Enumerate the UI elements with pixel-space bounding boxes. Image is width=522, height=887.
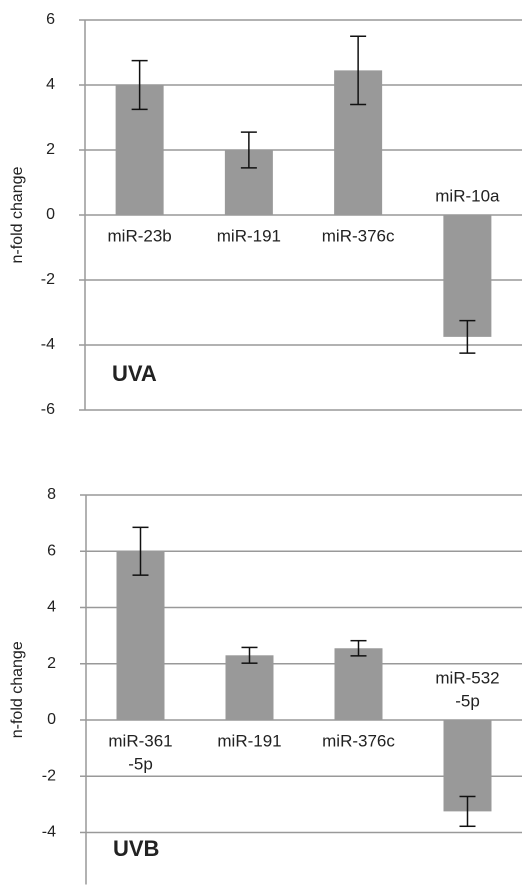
- category-label: miR-23b: [108, 226, 172, 245]
- y-axis-label: n-fold change: [9, 641, 26, 738]
- category-label: miR-191: [217, 731, 281, 750]
- category-label: -5p: [455, 691, 480, 710]
- bar: [334, 648, 383, 720]
- y-tick-label: -2: [42, 767, 56, 784]
- y-tick-label: -4: [42, 824, 56, 841]
- y-tick-label: 6: [46, 11, 55, 28]
- bar: [116, 551, 165, 720]
- category-label: miR-532: [435, 668, 499, 687]
- bar: [443, 215, 492, 337]
- y-tick-label: 6: [47, 542, 56, 559]
- y-tick-label: -4: [41, 336, 55, 353]
- y-tick-label: 8: [47, 486, 56, 503]
- category-label: -5p: [128, 754, 153, 773]
- y-tick-label: 0: [46, 206, 55, 223]
- y-tick-label: -6: [41, 401, 55, 418]
- category-label: miR-376c: [322, 226, 395, 245]
- y-tick-label: 4: [46, 76, 55, 93]
- category-label: miR-10a: [435, 186, 500, 205]
- category-label: miR-191: [217, 226, 281, 245]
- y-tick-label: 4: [47, 599, 56, 616]
- y-axis-label: n-fold change: [9, 166, 26, 263]
- category-label: miR-361: [108, 731, 172, 750]
- annotation: UVA: [112, 361, 157, 386]
- y-tick-label: 2: [47, 655, 56, 672]
- y-tick-label: 2: [46, 141, 55, 158]
- bar: [225, 655, 274, 720]
- y-tick-label: 0: [47, 711, 56, 728]
- y-tick-label: -2: [41, 271, 55, 288]
- category-label: miR-376c: [322, 731, 395, 750]
- annotation: UVB: [113, 836, 159, 861]
